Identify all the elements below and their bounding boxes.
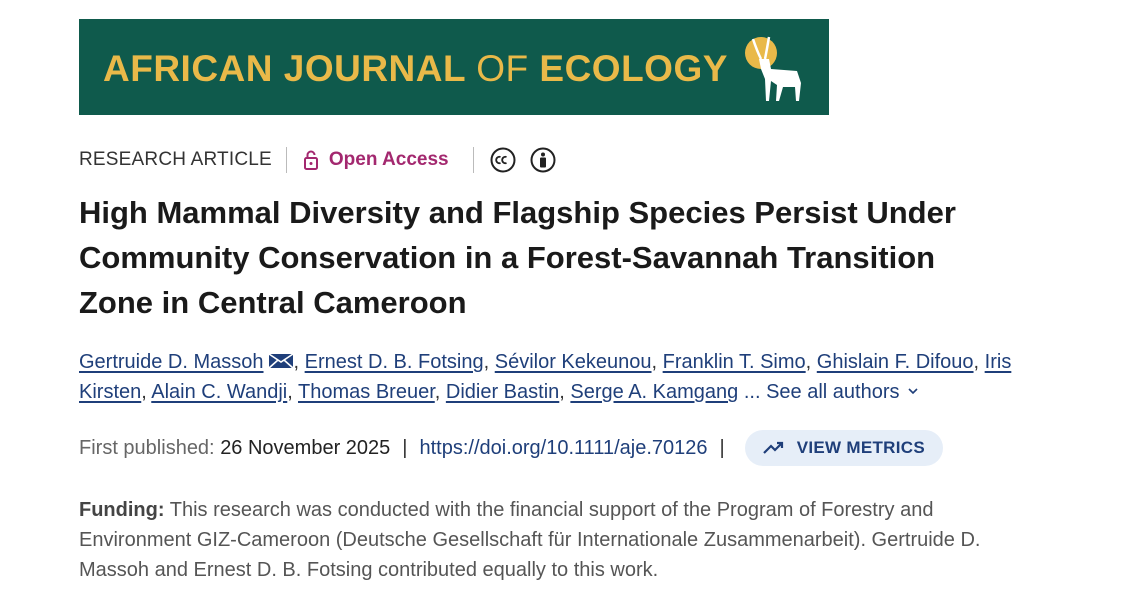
author-link[interactable]: Alain C. Wandji xyxy=(151,381,288,403)
email-icon[interactable] xyxy=(267,353,294,369)
chevron-icon xyxy=(907,388,918,395)
license-icons[interactable] xyxy=(490,146,558,174)
funding-note: Funding: This research was conducted wit… xyxy=(79,495,1039,585)
funding-text: This research was conducted with the fin… xyxy=(79,499,981,581)
title-line: Community Conservation in a Forest-Savan… xyxy=(79,240,936,275)
separator: | xyxy=(402,436,408,459)
author-link[interactable]: Gertruide D. Massoh xyxy=(79,351,264,373)
article-type: RESEARCH ARTICLE xyxy=(79,149,272,170)
journal-banner[interactable]: AFRICAN JOURNAL OF ECOLOGY xyxy=(79,19,829,115)
article-title: High Mammal Diversity and Flagship Speci… xyxy=(79,190,956,325)
author-link[interactable]: Iris Kirsten xyxy=(79,351,1012,403)
publication-info: First published: 26 November 2025 | http… xyxy=(79,430,943,466)
author-separator: , xyxy=(483,351,490,373)
journal-name: AFRICAN JOURNAL OF ECOLOGY xyxy=(103,48,728,90)
journal-name-part: ECOLOGY xyxy=(539,48,728,89)
author-link[interactable]: Sévilor Kekeunou xyxy=(494,351,652,373)
view-metrics-button[interactable]: VIEW METRICS xyxy=(744,430,943,466)
divider xyxy=(285,147,287,173)
doi-link[interactable]: https://doi.org/10.1111/aje.70126 xyxy=(419,436,708,459)
author-separator: , xyxy=(293,351,300,373)
author-link[interactable]: Serge A. Kamgang xyxy=(570,381,739,403)
published-date: 26 November 2025 xyxy=(220,436,391,459)
title-line: Zone in Central Cameroon xyxy=(79,285,467,320)
funding-label: Funding: xyxy=(79,499,165,521)
open-access[interactable]: Open Access xyxy=(303,149,449,171)
author-list: Gertruide D. Massoh, Ernest D. B. Fotsin… xyxy=(79,347,1069,407)
open-access-label: Open Access xyxy=(328,149,449,170)
author-separator: , xyxy=(559,381,565,403)
author-separator: , xyxy=(805,351,812,373)
title-line: High Mammal Diversity and Flagship Speci… xyxy=(79,195,956,230)
journal-name-part: OF xyxy=(476,48,529,89)
article-meta: RESEARCH ARTICLE Open Access xyxy=(79,146,558,174)
separator: | xyxy=(719,436,725,459)
divider xyxy=(472,147,474,173)
published-label: First published: xyxy=(79,436,215,459)
author-separator: , xyxy=(973,351,980,373)
author-separator: , xyxy=(434,381,441,403)
author-link[interactable]: Ghislain F. Difouo xyxy=(816,351,974,373)
journal-logo xyxy=(745,36,801,101)
view-metrics-label: VIEW METRICS xyxy=(796,438,925,457)
author-link[interactable]: Didier Bastin xyxy=(445,381,560,403)
author-link[interactable]: Ernest D. B. Fotsing xyxy=(304,351,484,373)
author-separator: , xyxy=(141,381,147,403)
author-link[interactable]: Thomas Breuer xyxy=(298,381,435,403)
trend-icon xyxy=(762,441,783,454)
author-separator: , xyxy=(287,381,293,403)
author-link[interactable]: Franklin T. Simo xyxy=(662,351,806,373)
author-separator: , xyxy=(651,351,658,373)
lock-icon xyxy=(303,150,318,170)
journal-name-part: AFRICAN JOURNAL xyxy=(103,48,466,89)
see-all-authors[interactable]: ... See all authors xyxy=(743,381,900,403)
